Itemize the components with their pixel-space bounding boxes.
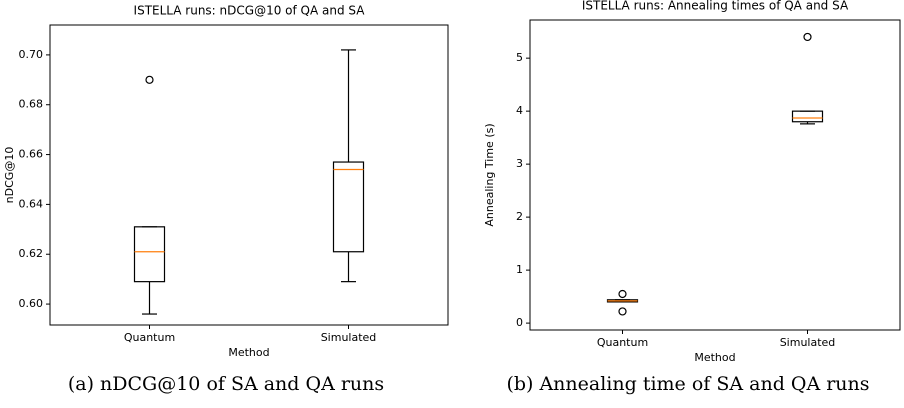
caption: (b) Annealing time of SA and QA runs [506, 373, 869, 395]
y-tick-label: 1 [516, 263, 523, 276]
x-axis-label: Method [694, 351, 735, 364]
y-tick-label: 3 [516, 157, 523, 170]
y-tick-label: 0.62 [19, 247, 44, 260]
y-tick-label: 0.70 [19, 48, 44, 61]
y-tick-label: 0.68 [19, 98, 44, 111]
y-tick-label: 0.60 [19, 297, 44, 310]
chart-title: ISTELLA runs: Annealing times of QA and … [582, 0, 849, 13]
y-tick-label: 4 [516, 104, 523, 117]
chart-title: ISTELLA runs: nDCG@10 of QA and SA [134, 4, 366, 18]
box [791, 110, 824, 123]
flier [618, 307, 627, 316]
flier [145, 75, 154, 84]
y-tick-label: 0.64 [19, 197, 44, 210]
y-tick-label: 2 [516, 210, 523, 223]
plot-area [49, 24, 449, 326]
box [332, 161, 365, 253]
y-axis-label: Annealing Time (s) [483, 123, 496, 226]
x-tick-label: Quantum [597, 336, 648, 349]
y-tick-label: 0.66 [19, 148, 44, 161]
plot-area [529, 19, 901, 331]
flier [803, 32, 812, 42]
y-tick-label: 0 [516, 316, 523, 329]
y-axis-label: nDCG@10 [3, 147, 16, 204]
caption: (a) nDCG@10 of SA and QA runs [68, 373, 384, 395]
flier [618, 289, 627, 299]
box [133, 226, 166, 283]
x-tick-label: Quantum [124, 331, 175, 344]
y-tick-label: 5 [516, 51, 523, 64]
x-tick-label: Simulated [780, 336, 836, 349]
x-tick-label: Simulated [321, 331, 377, 344]
x-axis-label: Method [228, 346, 269, 359]
